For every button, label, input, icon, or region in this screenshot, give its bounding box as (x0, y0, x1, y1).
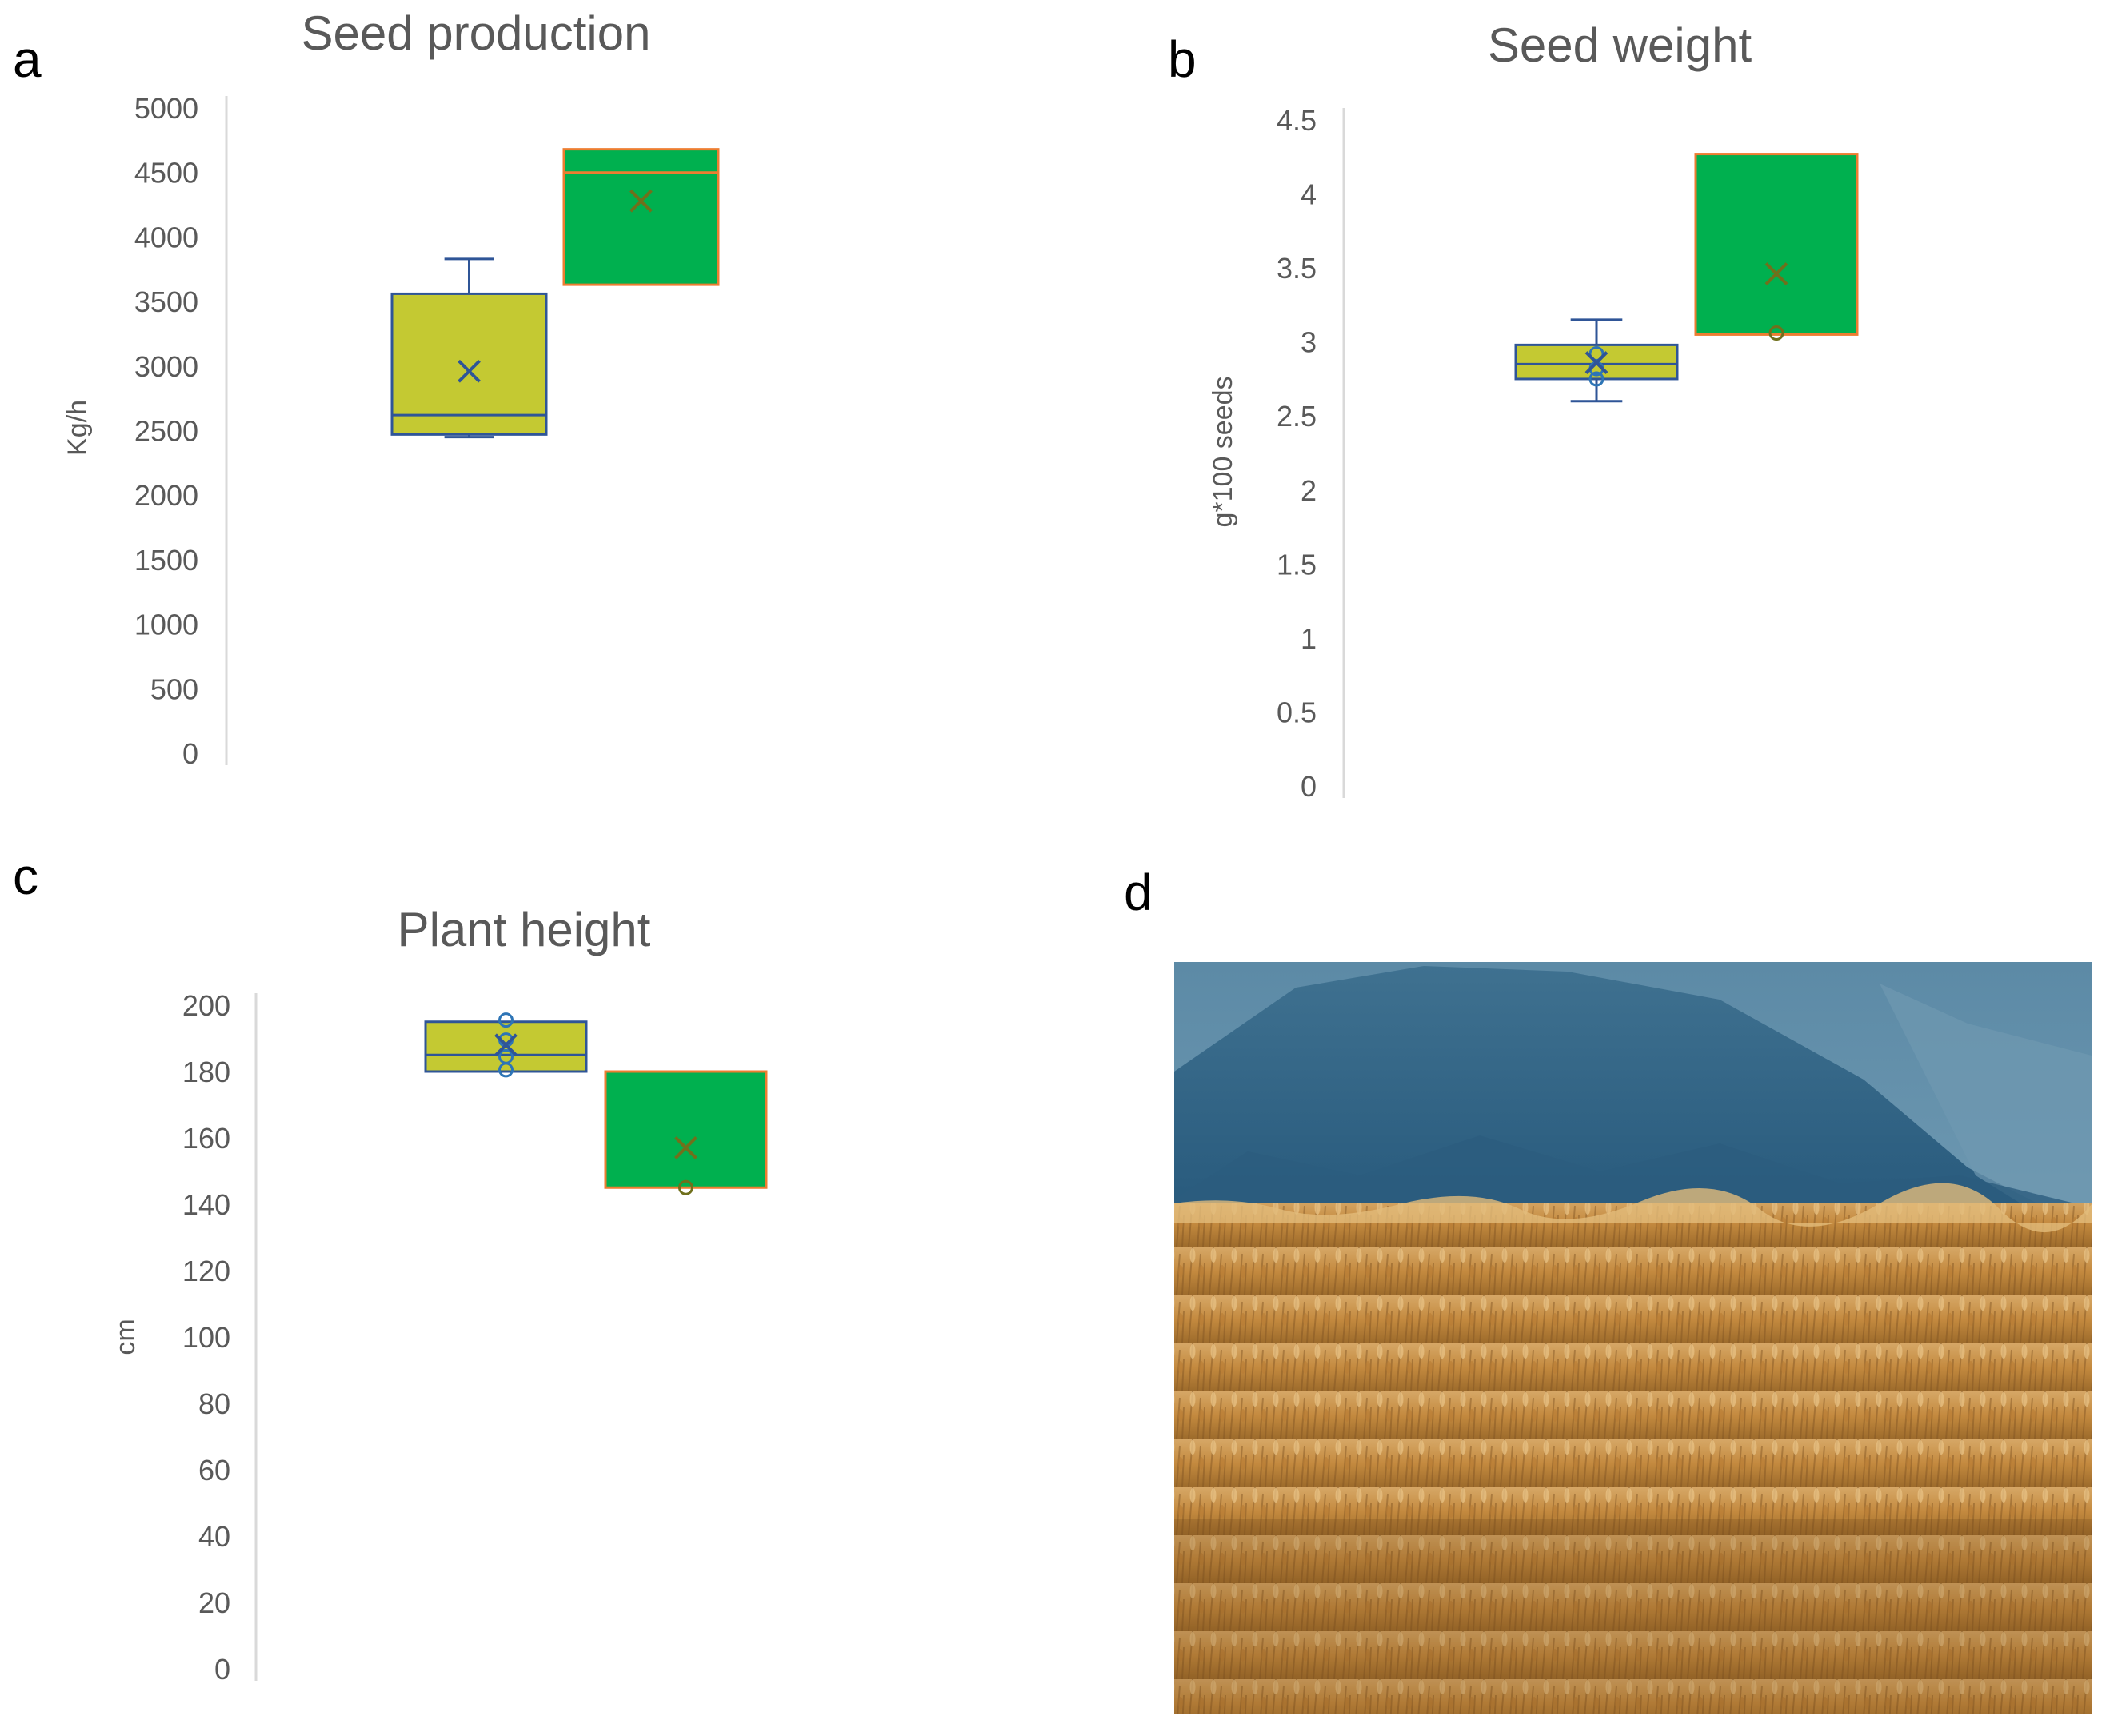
box-series-1 (1514, 318, 1679, 403)
y-tick-label: 1 (1301, 622, 1317, 655)
y-tick-label: 1000 (134, 609, 198, 641)
panel-label-c: c (13, 848, 38, 905)
y-axis-label: g*100 seeds (1208, 376, 1238, 527)
y-tick-label: 0 (182, 737, 198, 770)
box-series-1 (424, 1012, 588, 1078)
chart-seed-production: Seed production Kg/h 0 500 1000 1500 2000 250… (62, 6, 720, 770)
y-tick-label: 2000 (134, 479, 198, 512)
y-tick-label: 1.5 (1277, 548, 1317, 581)
y-tick-label: 3500 (134, 285, 198, 318)
y-tick-label: 3.5 (1277, 252, 1317, 285)
y-tick-label: 60 (198, 1454, 230, 1487)
y-tick-label: 0 (1301, 770, 1317, 803)
y-tick-label: 1500 (134, 544, 198, 577)
data-point (498, 1048, 514, 1064)
chart-title: Seed weight (1488, 18, 1752, 72)
box-series-2 (562, 148, 720, 286)
y-axis-label: cm (110, 1319, 141, 1355)
chart-title: Seed production (302, 6, 651, 60)
box-series-2 (604, 1070, 768, 1195)
chart-seed-weight: Seed weight g*100 seeds 0 0.5 1 1.5 2 2.5 3 3.5… (1208, 18, 1859, 803)
y-tick-label: 3000 (134, 350, 198, 383)
y-tick-label: 160 (182, 1122, 230, 1155)
y-tick-label: 4 (1301, 178, 1317, 211)
y-tick-label: 80 (198, 1387, 230, 1420)
y-tick-label: 100 (182, 1321, 230, 1354)
mean-marker (458, 359, 481, 383)
data-point (1588, 345, 1604, 361)
panel-label-d: d (1124, 864, 1153, 921)
panel-label-b: b (1168, 30, 1197, 88)
chart-plant-height: Plant height cm 0 20 40 60 80 100 120 140 160 180… (110, 903, 768, 1686)
y-tick-label: 2500 (134, 415, 198, 448)
y-tick-label: 200 (182, 989, 230, 1022)
data-point (1588, 371, 1604, 387)
y-tick-label: 500 (150, 672, 198, 705)
box-series-1 (390, 257, 548, 439)
box (562, 148, 720, 286)
box (1694, 153, 1859, 336)
y-tick-label: 2 (1301, 474, 1317, 507)
data-point (1768, 325, 1784, 341)
y-tick-label: 0 (214, 1653, 230, 1686)
y-tick-label: 4000 (134, 221, 198, 253)
data-point (498, 1012, 514, 1028)
y-tick-label: 3 (1301, 326, 1317, 359)
box (390, 292, 548, 436)
mean-marker (1764, 262, 1788, 285)
box-series-2 (1694, 153, 1859, 341)
panel-label-a: a (13, 30, 42, 88)
y-tick-label: 4.5 (1277, 104, 1317, 137)
mean-marker (1584, 351, 1608, 374)
y-tick-label: 180 (182, 1056, 230, 1088)
y-tick-label: 5000 (134, 92, 198, 125)
y-axis-label: Kg/h (62, 400, 93, 456)
mean-marker (674, 1136, 697, 1159)
y-tick-label: 20 (198, 1586, 230, 1619)
mean-marker (494, 1033, 518, 1057)
y-tick-label: 4500 (134, 157, 198, 190)
y-tick-label: 140 (182, 1188, 230, 1221)
y-tick-label: 120 (182, 1255, 230, 1287)
chart-title: Plant height (398, 903, 651, 956)
data-point (678, 1179, 693, 1195)
box (604, 1070, 768, 1189)
y-tick-label: 0.5 (1277, 696, 1317, 728)
y-tick-label: 2.5 (1277, 400, 1317, 433)
wheat-field-photo (1174, 962, 2092, 1714)
y-tick-label: 40 (198, 1520, 230, 1553)
mean-marker (629, 189, 653, 213)
